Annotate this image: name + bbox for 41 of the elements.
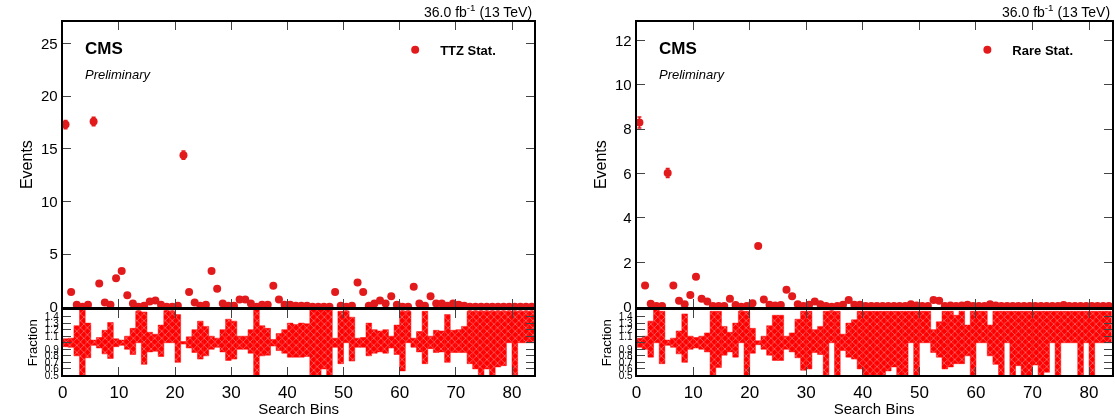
y-tick-label: 10 xyxy=(41,192,58,210)
x-tick-label: 80 xyxy=(1079,382,1099,402)
y-axis-title: Fraction xyxy=(599,319,615,367)
x-tick-label: 70 xyxy=(446,382,466,402)
x-axis-title: Search Bins xyxy=(833,400,915,417)
y-tick-label: 15 xyxy=(41,140,58,158)
x-tick-label: 10 xyxy=(109,382,129,402)
annotation: Preliminary xyxy=(85,67,152,82)
x-tick-label: 20 xyxy=(740,382,760,402)
chart-title: 36.0 fb$^{-1}$ (13 TeV) xyxy=(424,2,533,20)
x-tick-label: 30 xyxy=(796,382,816,402)
y-tick-label: 6 xyxy=(623,164,632,182)
x-tick-label: 40 xyxy=(277,382,297,402)
y-tick-label: 10 xyxy=(614,75,632,93)
x-tick-label: 50 xyxy=(909,382,929,402)
x-tick-label: 40 xyxy=(853,382,873,402)
y-tick-label: 5 xyxy=(49,245,58,263)
x-axis-title: Search Bins xyxy=(258,400,340,417)
y-tick-label: 4 xyxy=(623,209,632,227)
x-tick-label: 10 xyxy=(683,382,703,402)
x-tick-label: 50 xyxy=(334,382,353,402)
chart-title: 36.0 fb$^{-1}$ (13 TeV) xyxy=(1002,2,1111,20)
annotation: CMS xyxy=(659,39,697,58)
y-tick-label: 12 xyxy=(614,31,632,49)
y-tick-label: 25 xyxy=(41,34,58,52)
y-tick-label: 2 xyxy=(623,253,632,271)
legend-label: TTZ Stat. xyxy=(440,42,496,58)
y-tick-label: 8 xyxy=(623,120,632,138)
x-tick-label: 80 xyxy=(502,382,522,402)
annotation: Preliminary xyxy=(659,67,726,82)
y-axis-title: Events xyxy=(592,140,610,190)
y-axis-title: Events xyxy=(18,140,36,190)
x-tick-label: 30 xyxy=(221,382,241,402)
y-tick-label: 20 xyxy=(41,87,58,105)
x-tick-label: 20 xyxy=(165,382,185,402)
y-axis-title: Fraction xyxy=(25,319,41,367)
x-tick-label: 70 xyxy=(1023,382,1042,402)
annotation: CMS xyxy=(85,39,123,58)
x-tick-label: 60 xyxy=(390,382,410,402)
legend-label: Rare Stat. xyxy=(1012,42,1074,58)
x-tick-label: 60 xyxy=(966,382,986,402)
